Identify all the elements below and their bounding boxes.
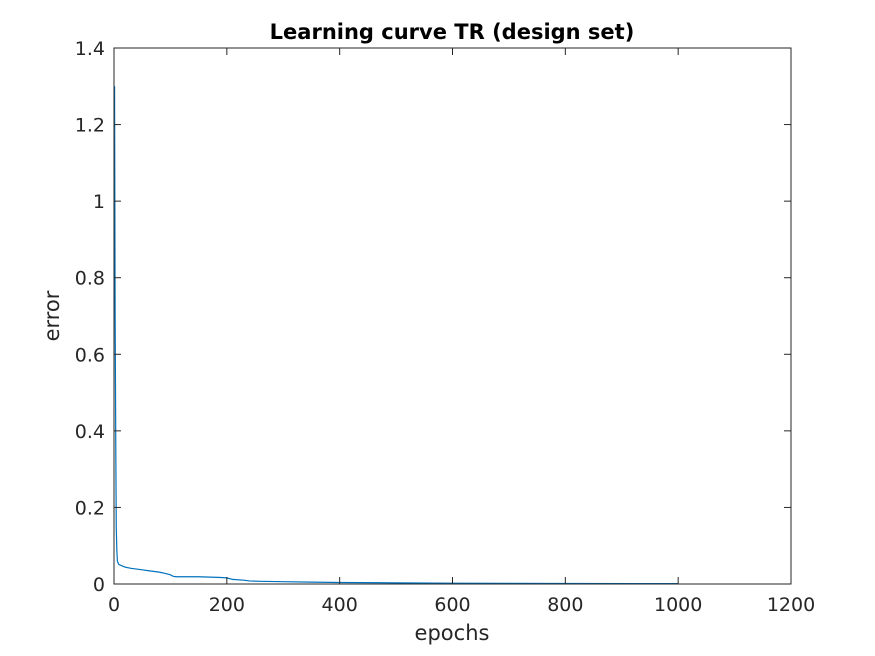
series-layer (113, 86, 679, 585)
y-tick-label: 1.4 (75, 38, 105, 60)
y-axis-label: error (40, 290, 64, 341)
x-tick-label: 0 (108, 594, 120, 616)
y-tick-label: 0.6 (75, 344, 105, 366)
y-tick-label: 0.2 (75, 497, 105, 519)
y-tick-label: 1 (93, 191, 105, 213)
x-tick-label: 200 (209, 594, 245, 616)
y-tick-label: 0.8 (75, 268, 105, 290)
y-tick-label: 0 (93, 574, 105, 596)
x-tick-label: 800 (547, 594, 583, 616)
plot-area (114, 48, 791, 584)
y-tick-label: 1.2 (75, 115, 105, 137)
tick-layer: 0 200 400 600 800 1000 1200 0 0.2 0.4 0.6 0.8 1 1.2 1.… (75, 38, 815, 616)
x-tick-label: 1200 (767, 594, 815, 616)
y-tick-label: 0.4 (75, 421, 105, 443)
chart-title: Learning curve TR (design set) (270, 20, 635, 44)
x-axis-label: epochs (415, 621, 490, 645)
x-tick-label: 400 (322, 594, 358, 616)
x-tick-label: 600 (434, 594, 470, 616)
series-line-0 (113, 86, 679, 585)
x-tick-label: 1000 (654, 594, 702, 616)
